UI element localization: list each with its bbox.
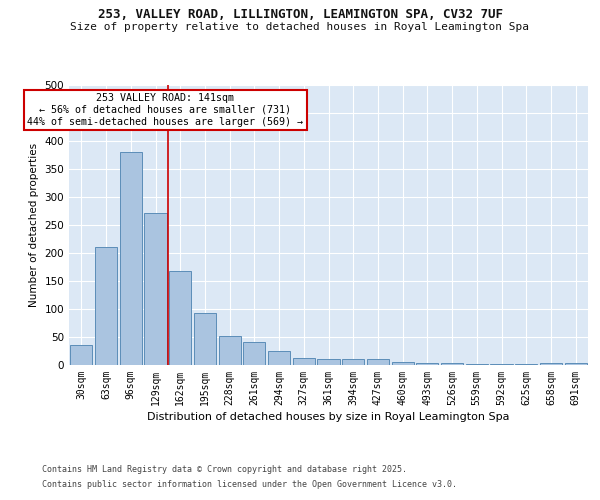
Bar [515, 364, 538, 365]
Text: 253, VALLEY ROAD, LILLINGTON, LEAMINGTON SPA, CV32 7UF: 253, VALLEY ROAD, LILLINGTON, LEAMINGTON… [97, 8, 503, 20]
Text: Contains public sector information licensed under the Open Government Licence v3: Contains public sector information licen… [42, 480, 457, 489]
Bar [268, 351, 290, 365]
Bar [70, 346, 92, 365]
Bar [367, 360, 389, 365]
Text: Size of property relative to detached houses in Royal Leamington Spa: Size of property relative to detached ho… [71, 22, 530, 32]
Text: Contains HM Land Registry data © Crown copyright and database right 2025.: Contains HM Land Registry data © Crown c… [42, 465, 407, 474]
Bar [194, 314, 216, 365]
Bar [540, 364, 562, 365]
Bar [119, 152, 142, 365]
Bar [392, 362, 414, 365]
Bar [342, 359, 364, 365]
Y-axis label: Number of detached properties: Number of detached properties [29, 143, 39, 307]
Bar [441, 363, 463, 365]
Bar [317, 359, 340, 365]
Bar [293, 358, 315, 365]
Bar [466, 364, 488, 365]
Bar [490, 364, 512, 365]
Bar [95, 248, 117, 365]
Bar [565, 363, 587, 365]
X-axis label: Distribution of detached houses by size in Royal Leamington Spa: Distribution of detached houses by size … [147, 412, 510, 422]
Bar [169, 271, 191, 365]
Bar [145, 212, 167, 365]
Text: 253 VALLEY ROAD: 141sqm
← 56% of detached houses are smaller (731)
44% of semi-d: 253 VALLEY ROAD: 141sqm ← 56% of detache… [27, 94, 303, 126]
Bar [218, 336, 241, 365]
Bar [416, 363, 439, 365]
Bar [243, 342, 265, 365]
